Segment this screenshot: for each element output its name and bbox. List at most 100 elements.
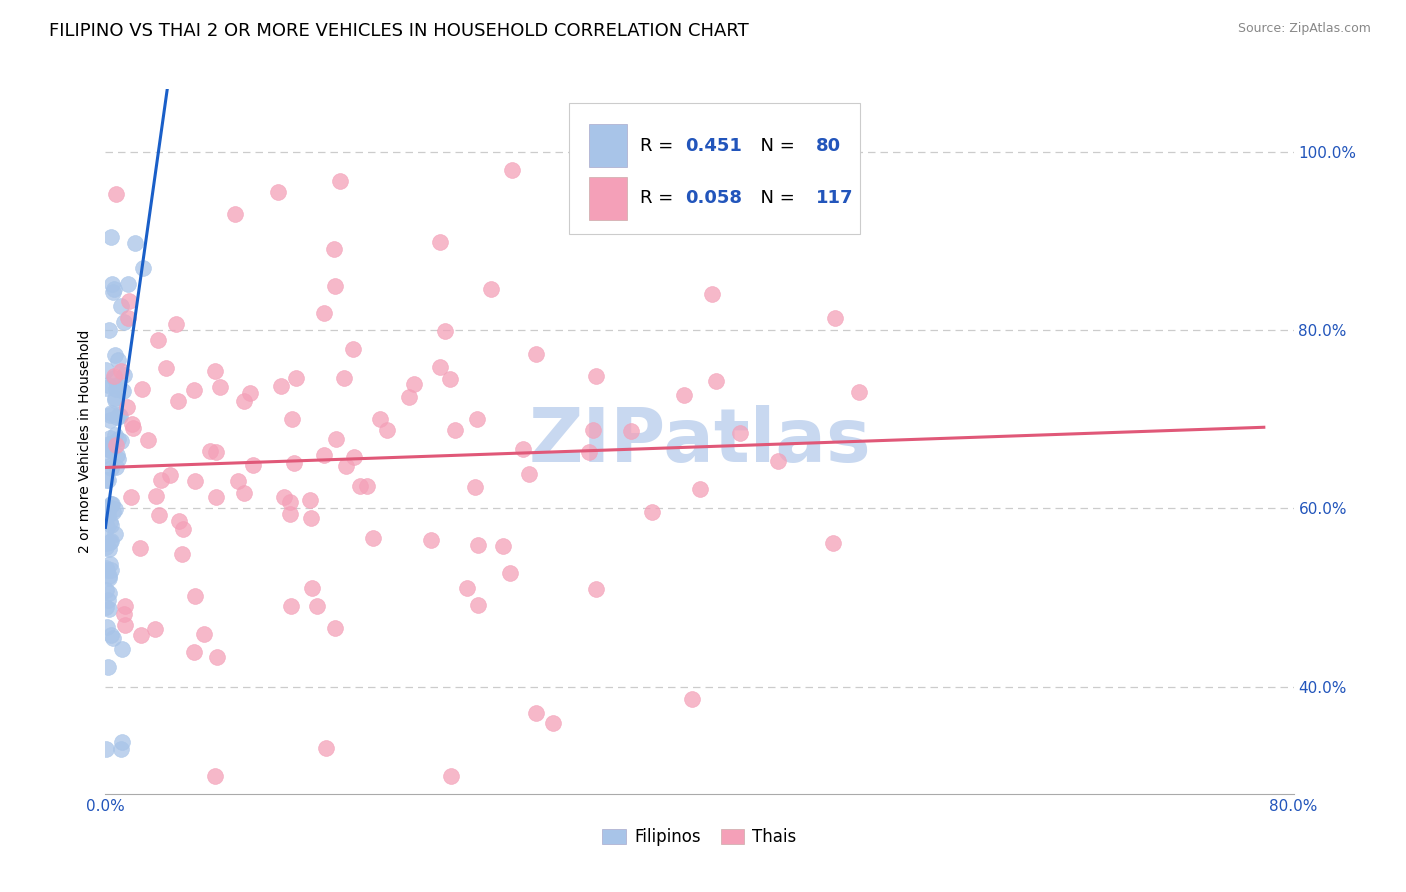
Bar [589, 124, 627, 167]
Point [132, 261, 155, 276]
Point [146, 333, 169, 347]
Point [98, 602, 121, 616]
Text: 80: 80 [815, 136, 841, 154]
Point [280, 508, 302, 522]
Point [103, 282, 125, 296]
Point [848, 384, 870, 399]
Point [96, 442, 118, 457]
Point [98, 542, 121, 557]
Point [456, 581, 478, 595]
Point [101, 277, 124, 292]
Point [97, 508, 120, 522]
Point [114, 599, 136, 613]
Point [689, 482, 711, 496]
Point [204, 364, 226, 378]
Point [585, 582, 607, 597]
Point [314, 448, 336, 462]
Point [117, 277, 139, 291]
Point [183, 383, 205, 397]
Point [110, 434, 132, 448]
Point [224, 207, 246, 221]
Point [110, 742, 132, 756]
Point [239, 385, 262, 400]
Point [167, 514, 190, 528]
Point [96, 583, 118, 598]
Point [232, 393, 254, 408]
Point [205, 445, 228, 459]
Point [104, 393, 127, 408]
Point [94, 363, 117, 377]
Point [98, 408, 121, 422]
Point [524, 706, 547, 720]
Point [543, 715, 565, 730]
Point [198, 443, 221, 458]
Point [101, 436, 124, 450]
Point [100, 438, 122, 452]
Point [104, 527, 127, 541]
Point [512, 442, 534, 456]
Point [267, 185, 290, 199]
Point [94, 536, 117, 550]
Y-axis label: 2 or more Vehicles in Household: 2 or more Vehicles in Household [79, 330, 93, 553]
Point [97, 585, 120, 599]
Point [111, 641, 134, 656]
Point [98, 534, 121, 549]
Text: ZIPatlas: ZIPatlas [529, 405, 870, 478]
Point [499, 566, 522, 580]
Point [110, 364, 132, 378]
Point [641, 505, 664, 519]
Point [117, 400, 139, 414]
Point [96, 563, 118, 577]
Point [728, 426, 751, 441]
Point [98, 516, 121, 530]
Text: 0.451: 0.451 [685, 136, 742, 154]
Point [159, 468, 181, 483]
Point [131, 627, 153, 641]
Point [103, 428, 125, 442]
Point [332, 371, 354, 385]
Point [183, 645, 205, 659]
Point [209, 379, 232, 393]
Legend: Filipinos, Thais: Filipinos, Thais [596, 822, 803, 853]
Point [96, 620, 118, 634]
Point [283, 456, 305, 470]
Point [108, 409, 131, 424]
Point [315, 741, 337, 756]
Text: N =: N = [749, 189, 801, 208]
Point [356, 478, 378, 492]
Point [342, 450, 364, 464]
Point [97, 571, 120, 585]
Point [107, 353, 129, 368]
Point [100, 497, 122, 511]
Point [299, 492, 322, 507]
Point [100, 628, 122, 642]
Point [100, 517, 122, 532]
Point [278, 494, 301, 508]
Point [204, 490, 226, 504]
Point [325, 279, 347, 293]
Point [585, 369, 607, 384]
Point [700, 287, 723, 301]
Point [120, 490, 142, 504]
Point [101, 631, 124, 645]
Point [94, 540, 117, 554]
Point [104, 348, 127, 362]
Point [117, 310, 139, 325]
Point [98, 500, 121, 514]
Text: 117: 117 [815, 189, 853, 208]
Text: N =: N = [749, 136, 801, 154]
Point [681, 692, 703, 706]
Point [704, 374, 727, 388]
Point [342, 342, 364, 356]
Point [464, 480, 486, 494]
Point [183, 474, 205, 488]
Point [325, 432, 347, 446]
Text: R =: R = [640, 189, 679, 208]
Point [105, 459, 128, 474]
Point [94, 600, 117, 615]
Point [94, 473, 117, 487]
Point [467, 598, 489, 612]
Point [101, 505, 124, 519]
Point [429, 359, 451, 374]
Point [312, 306, 335, 320]
